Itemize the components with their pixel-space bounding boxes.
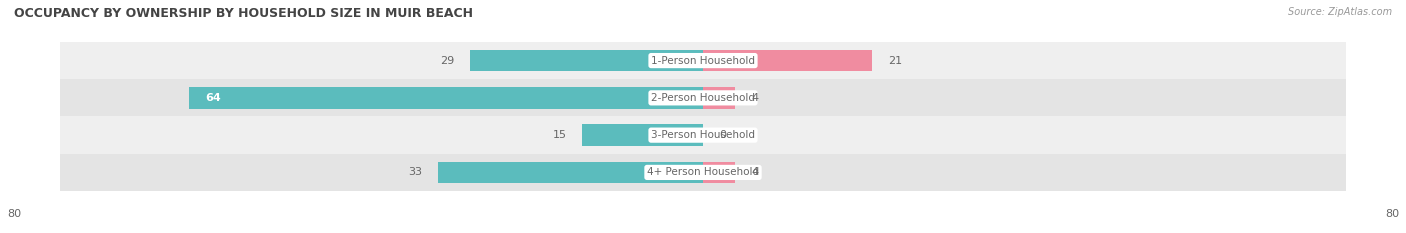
Text: 3-Person Household: 3-Person Household: [651, 130, 755, 140]
Text: 4: 4: [751, 93, 758, 103]
Text: Source: ZipAtlas.com: Source: ZipAtlas.com: [1288, 7, 1392, 17]
Text: OCCUPANCY BY OWNERSHIP BY HOUSEHOLD SIZE IN MUIR BEACH: OCCUPANCY BY OWNERSHIP BY HOUSEHOLD SIZE…: [14, 7, 472, 20]
Bar: [60, 116, 1346, 154]
Text: 2-Person Household: 2-Person Household: [651, 93, 755, 103]
Text: 0: 0: [718, 130, 725, 140]
Bar: [188, 87, 703, 109]
Text: 4+ Person Household: 4+ Person Household: [647, 168, 759, 177]
Text: 80: 80: [7, 209, 21, 219]
Bar: [470, 50, 703, 71]
Bar: [60, 79, 1346, 116]
Text: 64: 64: [205, 93, 221, 103]
Bar: [60, 42, 1346, 79]
Text: 4: 4: [751, 168, 758, 177]
Text: 80: 80: [1385, 209, 1399, 219]
Bar: [582, 124, 703, 146]
Bar: [60, 154, 1346, 191]
Bar: [703, 87, 735, 109]
Bar: [437, 162, 703, 183]
Text: 15: 15: [553, 130, 567, 140]
Bar: [703, 162, 735, 183]
Bar: [703, 50, 872, 71]
Text: 33: 33: [408, 168, 422, 177]
Text: 1-Person Household: 1-Person Household: [651, 56, 755, 65]
Text: 29: 29: [440, 56, 454, 65]
Text: 21: 21: [887, 56, 901, 65]
